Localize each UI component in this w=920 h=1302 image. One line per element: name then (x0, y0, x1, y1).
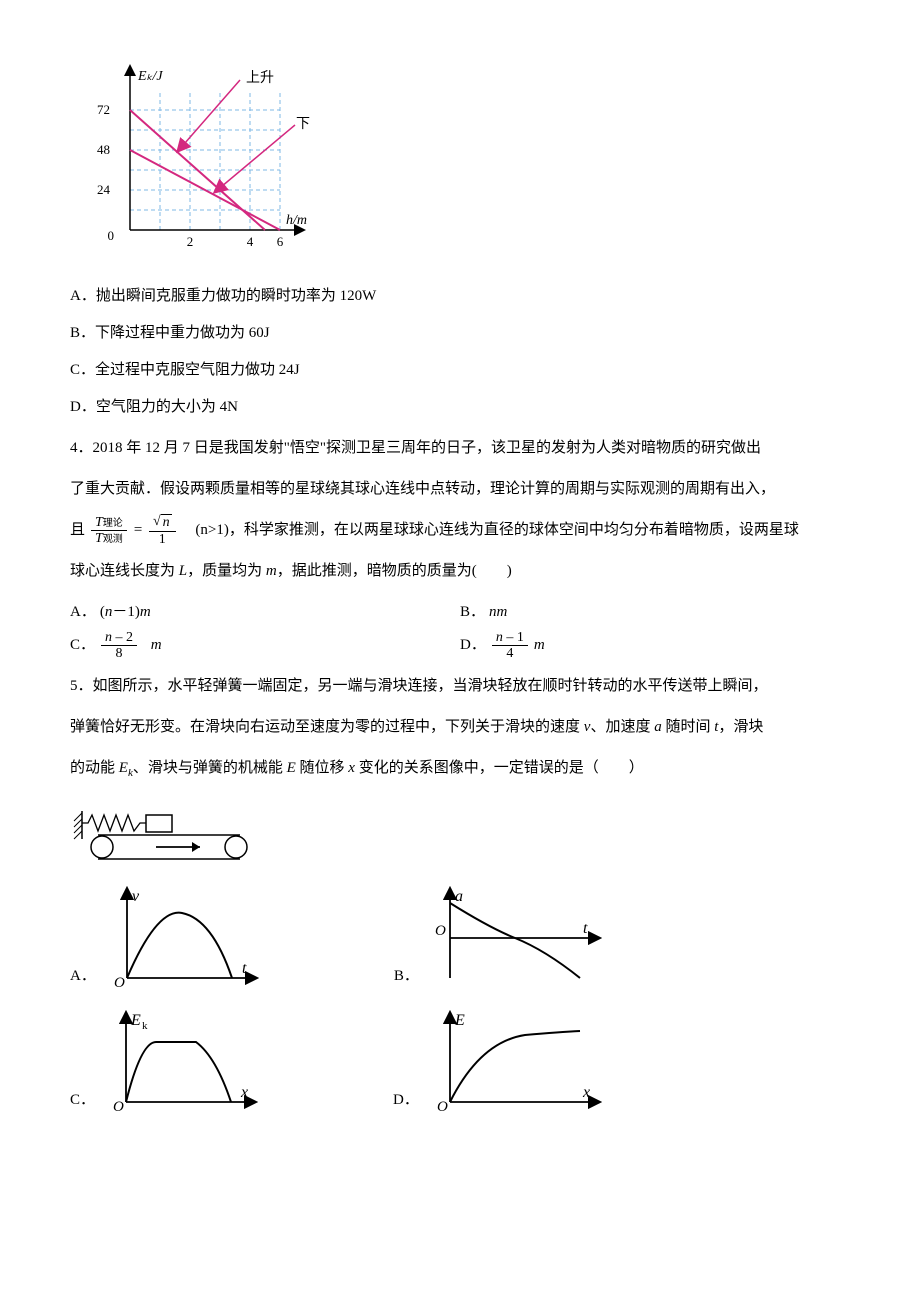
q5-options-row2: C． E k x O D． E x O (70, 1007, 850, 1117)
svg-text:O: O (435, 923, 446, 939)
q5-opt-d-graph: E x O (425, 1007, 605, 1117)
q5-intro3: 的动能 Ek、滑块与弹簧的机械能 E 随位移 x 变化的关系图像中，一定错误的是… (70, 752, 850, 785)
q5-opt-c-prefix: C． (70, 1084, 95, 1117)
line-label-down: 下降 (296, 116, 310, 132)
q5-opt-c-graph: E k x O (101, 1007, 261, 1117)
q4-rhs-frac: n 1 (149, 514, 176, 547)
q5-opt-b-prefix: B． (394, 960, 419, 993)
q4-intro2: 了重大贡献．假设两颗质量相等的星球绕其球心连线中点转动，理论计算的周期与实际观测… (70, 473, 850, 506)
q5-intro1: 5．如图所示，水平轻弹簧一端固定，另一端与滑块连接，当滑块轻放在顺时针转动的水平… (70, 670, 850, 703)
q3-option-d: D．空气阻力的大小为 4N (70, 391, 850, 424)
q5-opt-b-graph: a t O (425, 883, 605, 993)
svg-text:a: a (455, 888, 463, 905)
q4-equation-line: 且 T理论 T观测 = n 1 (n>1)，科学家推测，在以两星球球心连线为直径… (70, 514, 850, 547)
q4-eq-equals: = (133, 514, 143, 547)
svg-text:O: O (437, 1099, 448, 1115)
svg-text:O: O (114, 975, 125, 991)
svg-text:4: 4 (247, 234, 254, 249)
svg-text:E: E (454, 1012, 465, 1029)
svg-text:O: O (113, 1099, 124, 1115)
q5-intro2: 弹簧恰好无形变。在滑块向右运动至速度为零的过程中，下列关于滑块的速度 v、加速度… (70, 711, 850, 744)
q3-chart: Eₖ/J h/m 上升 下降 72 48 24 0 2 4 6 (70, 60, 850, 260)
q5-opt-a-prefix: A． (70, 960, 96, 993)
q4-lhs-frac: T理论 T观测 (91, 515, 127, 547)
q5-diagram (70, 809, 850, 869)
q4-option-b: B． nm (460, 596, 850, 629)
q4-intro1: 4．2018 年 12 月 7 日是我国发射"悟空"探测卫星三周年的日子，该卫星… (70, 432, 850, 465)
svg-text:0: 0 (108, 228, 115, 243)
q4-option-d: D． n – 1 4 m (460, 629, 850, 662)
svg-text:72: 72 (97, 102, 110, 117)
svg-text:E: E (130, 1012, 141, 1029)
q4-options: A． (n－1)m B． nm C． n – 2 8 m D． n – 1 4 … (70, 596, 850, 662)
svg-text:48: 48 (97, 142, 110, 157)
q4-eq-suffix2: 球心连线长度为 L，质量均为 m，据此推测，暗物质的质量为( ) (70, 555, 850, 588)
x-axis-label: h/m (286, 213, 307, 228)
svg-text:k: k (142, 1020, 148, 1032)
svg-text:t: t (242, 960, 247, 977)
svg-text:t: t (583, 920, 588, 937)
q4-option-a: A． (n－1)m (70, 596, 460, 629)
line-label-up: 上升 (246, 70, 274, 86)
svg-text:v: v (132, 888, 140, 905)
q5-opt-d-prefix: D． (393, 1084, 419, 1117)
q5-opt-a-graph: v t O (102, 883, 262, 993)
q3-option-c: C．全过程中克服空气阻力做功 24J (70, 354, 850, 387)
q4-eq-prefix: 且 (70, 514, 85, 547)
svg-text:x: x (240, 1084, 248, 1101)
svg-text:2: 2 (187, 234, 194, 249)
svg-text:24: 24 (97, 182, 111, 197)
svg-text:6: 6 (277, 234, 284, 249)
y-axis-label: Eₖ/J (137, 69, 163, 84)
q4-eq-suffix1: (n>1)，科学家推测，在以两星球球心连线为直径的球体空间中均匀分布着暗物质，设… (195, 514, 798, 547)
svg-text:x: x (582, 1084, 590, 1101)
q3-option-a: A．抛出瞬间克服重力做功的瞬时功率为 120W (70, 280, 850, 313)
q4-option-c: C． n – 2 8 m (70, 629, 460, 662)
q3-option-b: B．下降过程中重力做功为 60J (70, 317, 850, 350)
q5-options-row1: A． v t O B． a t O (70, 883, 850, 993)
